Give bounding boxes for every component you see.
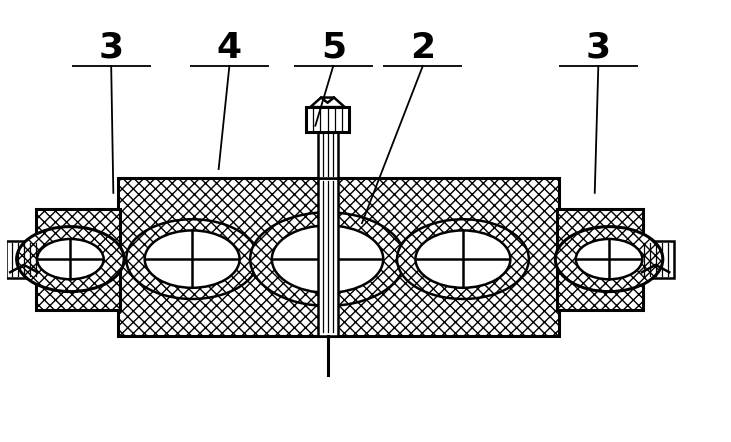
- Bar: [36, 209, 121, 310]
- Bar: [317, 178, 338, 336]
- Circle shape: [37, 239, 104, 279]
- Bar: [118, 178, 559, 336]
- Text: 2: 2: [410, 31, 436, 65]
- Text: 4: 4: [217, 31, 242, 65]
- Bar: [317, 132, 338, 178]
- Circle shape: [556, 227, 663, 292]
- Circle shape: [126, 219, 258, 299]
- Text: 3: 3: [586, 31, 611, 65]
- Circle shape: [415, 230, 510, 288]
- Circle shape: [272, 225, 383, 293]
- Bar: [637, 241, 673, 278]
- Polygon shape: [311, 98, 345, 107]
- Bar: [558, 209, 643, 310]
- Circle shape: [250, 212, 405, 306]
- Circle shape: [17, 227, 124, 292]
- Circle shape: [145, 230, 240, 288]
- Text: 3: 3: [99, 31, 124, 65]
- Bar: [306, 107, 349, 132]
- Circle shape: [576, 239, 643, 279]
- Text: 5: 5: [321, 31, 346, 65]
- Bar: [6, 241, 42, 278]
- Circle shape: [397, 219, 529, 299]
